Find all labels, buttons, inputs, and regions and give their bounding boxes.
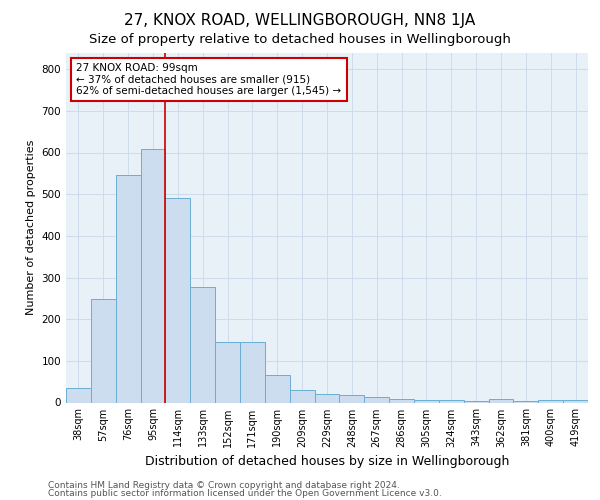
Bar: [389, 398, 414, 402]
Bar: [91, 299, 116, 403]
Bar: [464, 401, 488, 402]
Bar: [116, 176, 140, 402]
Text: Size of property relative to detached houses in Wellingborough: Size of property relative to detached ho…: [89, 32, 511, 46]
Bar: [439, 400, 464, 402]
Text: Contains public sector information licensed under the Open Government Licence v3: Contains public sector information licen…: [48, 488, 442, 498]
Bar: [314, 394, 340, 402]
Bar: [414, 400, 439, 402]
Text: 27 KNOX ROAD: 99sqm
← 37% of detached houses are smaller (915)
62% of semi-detac: 27 KNOX ROAD: 99sqm ← 37% of detached ho…: [76, 63, 341, 96]
Bar: [290, 390, 314, 402]
Bar: [340, 395, 364, 402]
Bar: [538, 400, 563, 402]
Bar: [140, 149, 166, 403]
Bar: [488, 399, 514, 402]
Text: Contains HM Land Registry data © Crown copyright and database right 2024.: Contains HM Land Registry data © Crown c…: [48, 481, 400, 490]
Bar: [265, 376, 290, 402]
Bar: [240, 342, 265, 402]
Bar: [66, 388, 91, 402]
Y-axis label: Number of detached properties: Number of detached properties: [26, 140, 36, 315]
Bar: [563, 400, 588, 402]
Text: 27, KNOX ROAD, WELLINGBOROUGH, NN8 1JA: 27, KNOX ROAD, WELLINGBOROUGH, NN8 1JA: [124, 12, 476, 28]
Bar: [364, 396, 389, 402]
Bar: [514, 401, 538, 402]
Bar: [166, 198, 190, 402]
Bar: [215, 342, 240, 402]
Bar: [190, 287, 215, 403]
X-axis label: Distribution of detached houses by size in Wellingborough: Distribution of detached houses by size …: [145, 455, 509, 468]
